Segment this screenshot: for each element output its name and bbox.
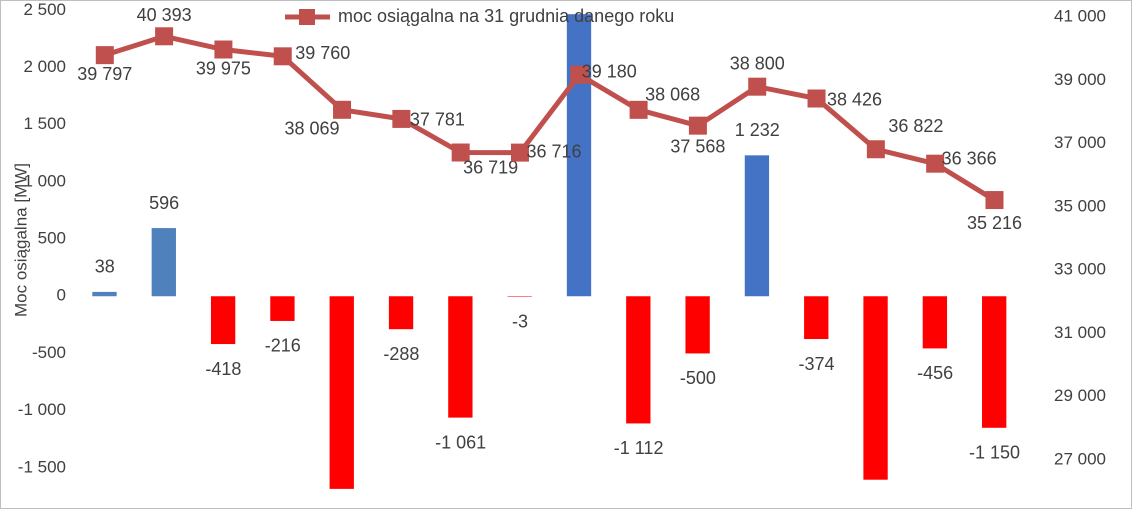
y2-tick-label: 41 000 [1054, 7, 1106, 26]
legend-label: moc osiągalna na 31 grudnia danego roku [338, 6, 674, 26]
y2-tick-label: 37 000 [1054, 133, 1106, 152]
line-value-label: 39 180 [582, 61, 637, 81]
bar [626, 296, 651, 424]
y-tick-label: 1 000 [23, 171, 66, 190]
bar [329, 296, 354, 489]
bar-value-label: 596 [149, 193, 179, 213]
legend-marker [299, 9, 315, 25]
y2-tick-label: 31 000 [1054, 323, 1106, 342]
line-marker [807, 89, 826, 108]
bar-value-label: 1 232 [735, 120, 780, 140]
bar-value-label: -1 061 [435, 432, 486, 452]
line-value-label: 37 568 [670, 136, 725, 156]
line-marker [570, 65, 589, 84]
y-tick-label: 2 500 [23, 0, 66, 19]
bar [270, 296, 295, 321]
bar [448, 296, 473, 418]
line-value-label: 36 719 [463, 157, 518, 177]
y2-tick-label: 35 000 [1054, 196, 1106, 215]
line-marker [155, 27, 174, 46]
bar-value-label: 38 [95, 257, 115, 277]
line-marker [866, 140, 885, 159]
bar-value-label: -288 [383, 344, 419, 364]
line-value-label: 35 216 [967, 213, 1022, 233]
line-marker [273, 47, 292, 66]
y2-tick-label: 39 000 [1054, 70, 1106, 89]
bar [566, 14, 592, 297]
y-tick-label: 1 500 [23, 114, 66, 133]
line-marker [392, 109, 411, 128]
bar-value-label: -3 [512, 311, 528, 331]
bar-value-label: -456 [917, 363, 953, 383]
line-marker [926, 154, 945, 173]
y2-tick-label: 29 000 [1054, 386, 1106, 405]
bar [92, 291, 117, 297]
line-value-label: 38 069 [285, 119, 340, 139]
y-tick-label: 0 [57, 286, 66, 305]
bar-value-label: -500 [680, 368, 716, 388]
line-value-label: 38 426 [827, 89, 882, 109]
line-value-label: 39 797 [77, 64, 132, 84]
line-marker [629, 100, 648, 119]
line-value-label: 37 781 [410, 110, 465, 130]
y2-tick-label: 33 000 [1054, 260, 1106, 279]
bar [744, 155, 770, 297]
line-value-label: 39 975 [196, 58, 251, 78]
line-marker [214, 40, 233, 59]
line-marker [451, 143, 470, 162]
line-marker [688, 116, 707, 135]
y-tick-label: -1 000 [18, 400, 66, 419]
bar [151, 228, 176, 297]
line-marker [985, 191, 1004, 210]
line-value-label: 39 760 [295, 43, 350, 63]
bar [982, 296, 1007, 428]
bar [804, 296, 829, 340]
line-marker [333, 100, 352, 119]
line-marker [95, 46, 114, 65]
bar [507, 296, 532, 297]
y-tick-label: -500 [32, 343, 66, 362]
line-value-label: 36 366 [942, 148, 997, 168]
line-marker [748, 77, 767, 96]
y-axis-label: Moc osiągalna [MW] [11, 163, 30, 317]
y-tick-label: -1 500 [18, 457, 66, 476]
bar [863, 296, 888, 480]
y-tick-label: 500 [38, 229, 66, 248]
bar-value-label: -418 [205, 359, 241, 379]
line-marker [510, 143, 529, 162]
line [104, 33, 996, 203]
bar [388, 296, 414, 330]
bar [922, 296, 948, 349]
y-tick-label: 2 000 [23, 57, 66, 76]
line-value-label: 38 068 [645, 85, 700, 105]
bar-value-label: -374 [799, 354, 835, 374]
bar [685, 296, 710, 354]
bar-value-label: -1 150 [969, 443, 1020, 463]
line-value-label: 38 800 [730, 53, 785, 73]
bar [210, 296, 236, 345]
bar-value-label: -1 112 [614, 438, 664, 458]
bar-value-label: -216 [265, 336, 301, 356]
line-value-label: 36 716 [526, 141, 581, 161]
y2-tick-label: 27 000 [1054, 449, 1106, 468]
line-value-label: 36 822 [888, 116, 943, 136]
line-value-label: 40 393 [137, 5, 192, 25]
